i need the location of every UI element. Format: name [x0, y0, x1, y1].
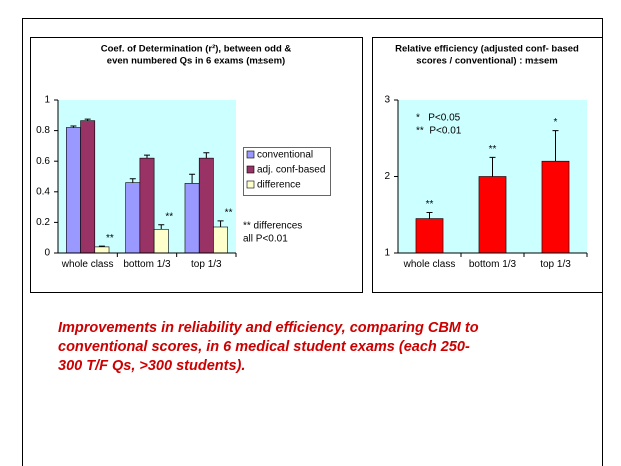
- bar: [125, 182, 141, 254]
- x-tick-label: bottom 1/3: [468, 259, 517, 270]
- error-bar: [489, 156, 496, 177]
- caption: Improvements in reliability and efficien…: [58, 320, 479, 336]
- note: * P<0.05: [416, 113, 461, 124]
- bar: [94, 246, 110, 254]
- legend-swatch: [246, 180, 255, 189]
- error-bar: [189, 173, 196, 184]
- annotation: **: [165, 211, 173, 222]
- y-tick-label: 0.8: [36, 125, 50, 136]
- y-tick-label: 3: [384, 95, 390, 106]
- bar: [213, 226, 228, 254]
- chart-title: even numbered Qs in 6 exams (m±sem): [107, 56, 285, 67]
- x-tick-label: top 1/3: [540, 259, 571, 270]
- bar: [415, 218, 444, 254]
- y-tick-label: 0: [44, 248, 50, 259]
- bar: [66, 127, 81, 254]
- x-tick-label: bottom 1/3: [123, 259, 171, 270]
- y-tick-label: 0.4: [36, 186, 50, 197]
- error-bar: [98, 245, 105, 247]
- bar: [198, 157, 214, 254]
- legend-label: conventional: [257, 150, 313, 161]
- bar: [80, 120, 96, 254]
- annotation: *: [554, 117, 558, 128]
- axes: [57, 100, 236, 254]
- chart-title: Relative efficiency (adjusted conf- base…: [395, 44, 579, 55]
- axes: [397, 100, 587, 254]
- annotation: **: [426, 199, 434, 210]
- x-tick-label: whole class: [403, 259, 456, 270]
- error-bar: [426, 211, 433, 219]
- error-bar: [70, 125, 77, 128]
- note: ** differences: [243, 221, 302, 232]
- chart-title: scores / conventional) : m±sem: [416, 56, 557, 67]
- y-tick-label: 1: [44, 95, 50, 106]
- error-bar: [217, 220, 224, 227]
- annotation: **: [489, 144, 497, 155]
- annotation: **: [106, 233, 114, 244]
- bar: [153, 228, 169, 254]
- y-tick-label: 0.2: [36, 217, 50, 228]
- error-bar: [84, 118, 91, 121]
- bar: [478, 176, 507, 254]
- bar: [541, 160, 570, 254]
- legend-label: adj. conf-based: [257, 165, 325, 176]
- note: all P<0.01: [243, 234, 288, 245]
- legend-label: difference: [257, 180, 301, 191]
- note: ** P<0.01: [416, 126, 462, 137]
- error-bar: [552, 130, 559, 162]
- legend-swatch: [246, 165, 255, 174]
- annotation: **: [225, 208, 233, 219]
- error-bar: [144, 154, 150, 159]
- error-bar: [203, 152, 210, 159]
- x-tick-label: top 1/3: [191, 259, 222, 270]
- legend-swatch: [246, 150, 255, 159]
- y-tick-label: 1: [384, 248, 390, 259]
- legend-box: [243, 147, 331, 196]
- bar: [184, 183, 200, 254]
- y-tick-label: 2: [384, 171, 390, 182]
- error-bar: [129, 178, 136, 183]
- x-tick-label: whole class: [61, 259, 114, 270]
- bar: [139, 157, 155, 254]
- y-tick-label: 0.6: [36, 156, 50, 167]
- caption: conventional scores, in 6 medical studen…: [58, 339, 470, 355]
- caption: 300 T/F Qs, >300 students).: [58, 358, 246, 374]
- error-bar: [158, 224, 165, 230]
- chart-title: Coef. of Determination (r²), between odd…: [101, 44, 292, 55]
